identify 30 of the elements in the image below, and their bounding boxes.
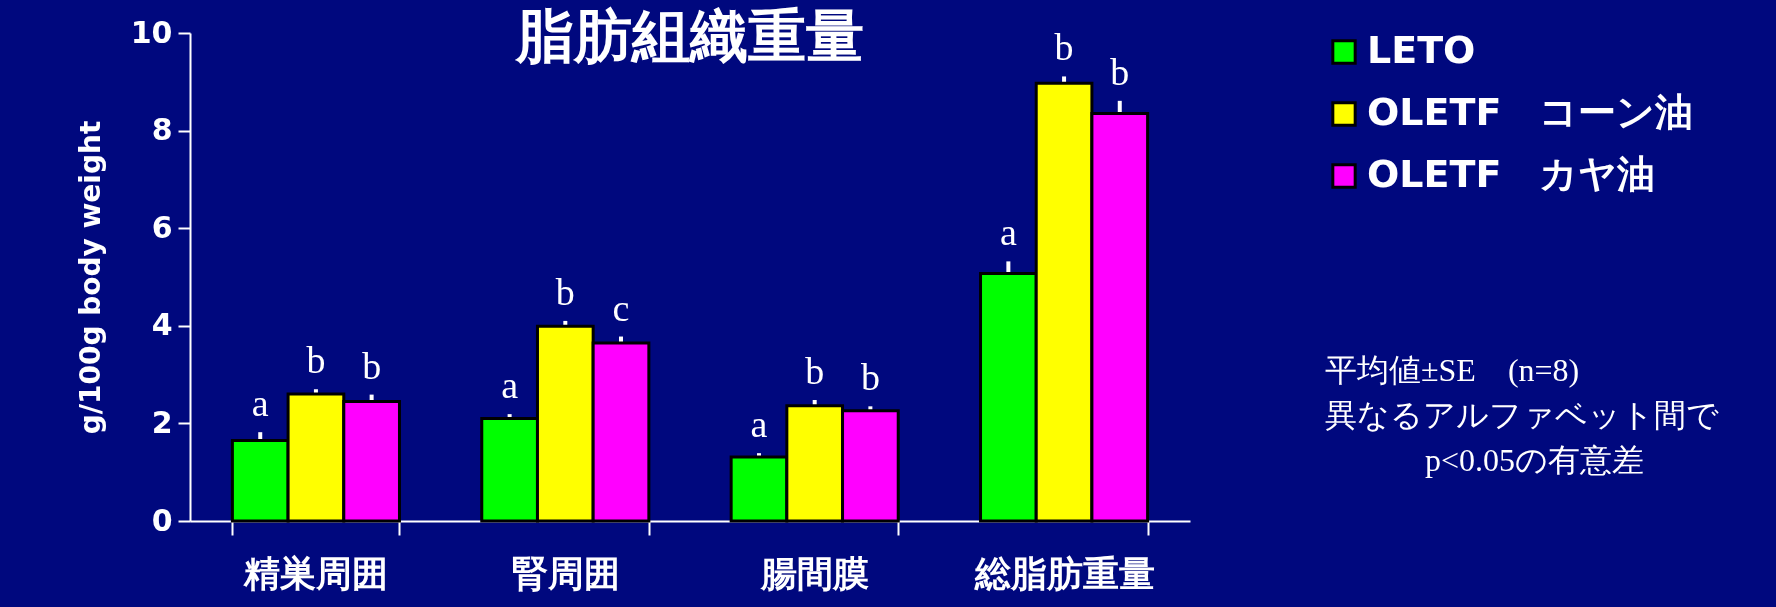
data-label: c <box>612 286 630 329</box>
x-tick-label: 腸間膜 <box>760 552 870 594</box>
data-label: b <box>306 339 326 382</box>
y-tick-label: 8 <box>151 112 173 148</box>
y-tick-label: 2 <box>151 404 173 440</box>
x-tick-label: 腎周囲 <box>511 552 620 594</box>
data-label: b <box>555 270 575 313</box>
y-tick-label: 4 <box>151 307 173 343</box>
data-label: b <box>1054 26 1074 69</box>
x-tick-label: 精巣周囲 <box>243 552 389 594</box>
text: 異なるアルファベット間で <box>1325 397 1719 433</box>
text: p<0.05の有意差 <box>1425 442 1645 478</box>
x-tick-label: 総脂肪重量 <box>973 552 1155 594</box>
legend-label: OLETF コーン油 <box>1367 90 1694 134</box>
data-label: a <box>750 403 768 446</box>
legend-label: LETO <box>1367 28 1476 72</box>
y-tick-label: 0 <box>151 502 173 538</box>
data-label: b <box>805 349 825 392</box>
data-label: b <box>860 356 880 399</box>
data-label: a <box>251 382 269 425</box>
data-label: b <box>362 344 382 387</box>
legend-label: OLETF カヤ油 <box>1367 152 1656 196</box>
text: 平均値±SE (n=8) <box>1325 352 1580 388</box>
data-label: a <box>501 364 519 407</box>
chart-title: 脂肪組織重量 <box>514 2 864 70</box>
y-tick-label: 6 <box>151 209 173 245</box>
y-axis-title: g/100g body weight <box>73 120 107 435</box>
data-label: a <box>999 211 1017 254</box>
data-label: b <box>1110 50 1130 93</box>
y-tick-label: 10 <box>130 14 173 50</box>
